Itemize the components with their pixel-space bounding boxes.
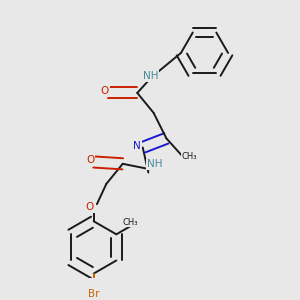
Text: N: N [133,141,141,151]
Text: O: O [85,202,94,212]
Text: O: O [101,86,109,96]
Text: NH: NH [143,71,158,81]
Text: CH₃: CH₃ [122,218,138,226]
Text: O: O [86,155,94,165]
Text: CH₃: CH₃ [182,152,197,161]
Text: Br: Br [88,289,99,299]
Text: NH: NH [147,159,163,169]
